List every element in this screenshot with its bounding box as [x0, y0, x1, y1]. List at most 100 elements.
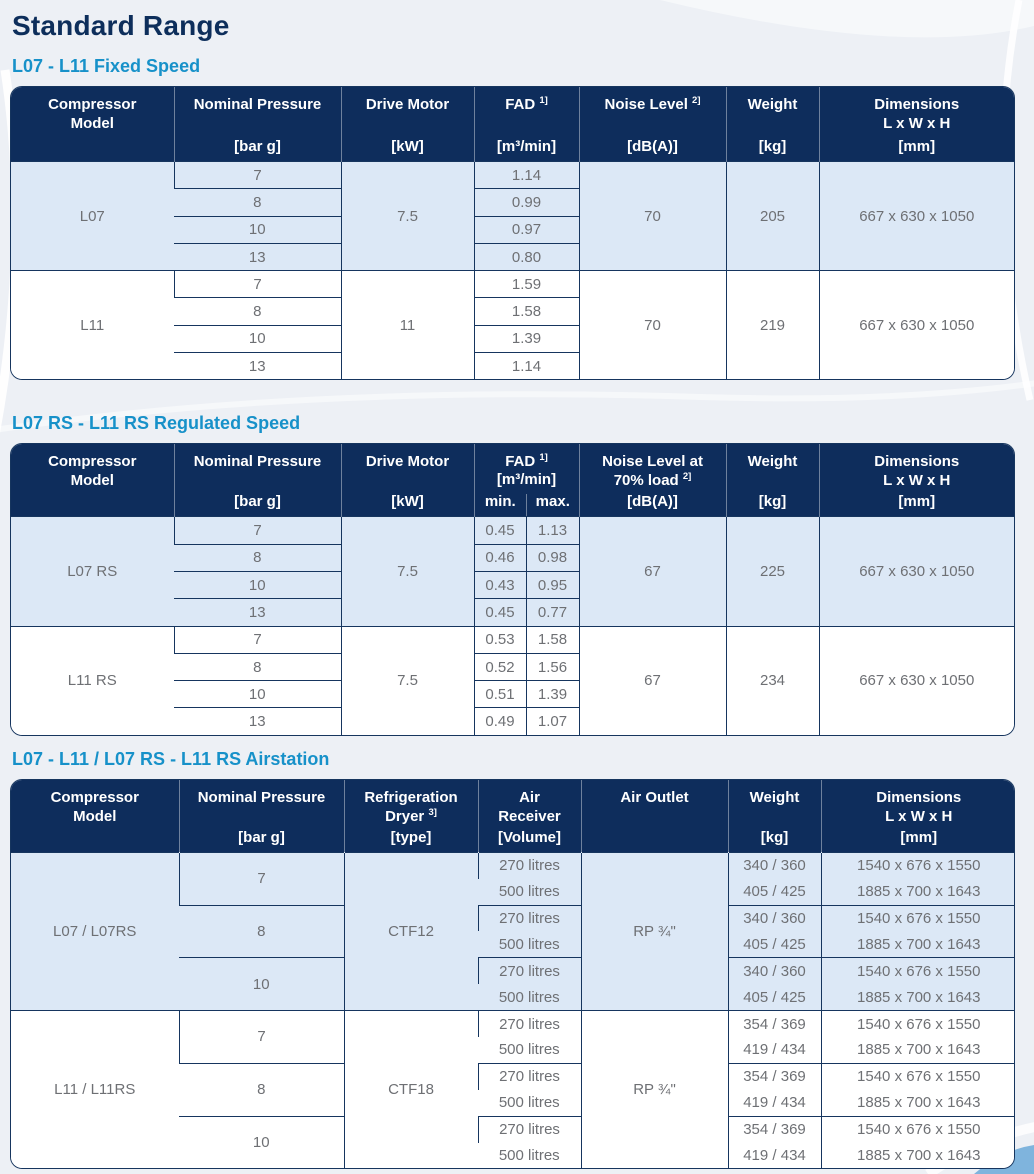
- pressure-cell: 10: [179, 957, 344, 1011]
- column-header-model: Compressor Model: [11, 444, 174, 517]
- fad-min-cell: 0.45: [473, 516, 526, 545]
- table-row: 13 0.80: [11, 242, 1014, 271]
- pressure-cell: 13: [174, 598, 341, 627]
- header-row: Compressor Model Nominal Pressure [bar g] Re…: [11, 779, 1014, 853]
- dimensions-cell: 1540 x 676 x 1550: [820, 851, 1014, 879]
- model-cell: L07 RS: [11, 516, 174, 627]
- pressure-cell: 8: [174, 297, 341, 326]
- dimensions-cell: 667 x 630 x 1050: [818, 625, 1014, 735]
- column-header-pressure: Nominal Pressure [bar g]: [173, 444, 341, 517]
- pressure-cell: 13: [174, 242, 341, 271]
- airstation-spec-table: Compressor Model Nominal Pressure [bar g] Re…: [11, 779, 1014, 1169]
- motor-cell: 7.5: [340, 516, 474, 627]
- fad-max-cell: 0.95: [525, 570, 580, 599]
- model-cell: L07: [11, 160, 174, 271]
- weight-cell: 354 / 369: [727, 1115, 821, 1143]
- receiver-cell: 500 litres: [478, 1142, 581, 1169]
- receiver-cell: 500 litres: [478, 878, 581, 906]
- dimensions-cell: 1540 x 676 x 1550: [820, 1062, 1014, 1090]
- weight-cell: 340 / 360: [727, 904, 821, 932]
- table-row: 500 litres 405 / 425 1885 x 700 x 1643: [11, 984, 1014, 1011]
- section-heading-airstation: L07 - L11 / L07 RS - L11 RS Airstation: [12, 748, 330, 769]
- receiver-cell: 500 litres: [478, 931, 581, 958]
- dimensions-cell: 1885 x 700 x 1643: [820, 878, 1014, 906]
- table-row: L11 RS 7 7.5 0.53 1.58 67 234 667 x 630 x 1050: [11, 625, 1014, 735]
- footnote-marker: 1]: [539, 452, 548, 464]
- pressure-cell: 7: [173, 160, 341, 189]
- column-header-unit: [bar g]: [238, 828, 285, 846]
- receiver-cell: 500 litres: [478, 1036, 581, 1064]
- pressure-cell: 7: [178, 851, 344, 906]
- table-row: L07 RS 7 7.5 0.45 1.13 67 225 667 x 630 x 1050: [11, 516, 1014, 627]
- regulated-speed-spec-table: Compressor Model Nominal Pressure [bar g] Dr…: [11, 444, 1014, 735]
- fad-max-cell: 1.58: [525, 625, 580, 654]
- pressure-cell: 8: [174, 188, 341, 217]
- dimensions-cell: 1885 x 700 x 1643: [820, 1089, 1014, 1117]
- column-header-unit: [kW]: [391, 493, 424, 511]
- column-header-motor: Drive Motor [kW]: [340, 444, 474, 517]
- model-cell: L11: [11, 270, 174, 380]
- section-heading-regulated-speed: L07 RS - L11 RS Regulated Speed: [12, 413, 301, 434]
- column-header-outlet: Air Outlet: [580, 779, 728, 853]
- column-header-noise: Noise Level 2] [dB(A)]: [578, 87, 726, 162]
- weight-cell: 419 / 434: [727, 1036, 821, 1064]
- noise-cell: 67: [578, 516, 727, 627]
- weight-cell: 340 / 360: [727, 957, 821, 985]
- noise-cell: 70: [578, 160, 726, 271]
- pressure-cell: 8: [174, 543, 341, 572]
- fad-min-cell: 0.46: [473, 543, 526, 572]
- weight-cell: 219: [725, 270, 819, 380]
- table-row: 8 270 litres 354 / 369 1540 x 676 x 1550: [11, 1062, 1014, 1117]
- noise-cell: 70: [578, 270, 726, 380]
- column-header-dryer: Refrigeration Dryer 3] [type]: [343, 779, 478, 853]
- column-header-weight: Weight [kg]: [727, 779, 821, 853]
- background-swoosh-top-right: [660, 0, 1034, 38]
- pressure-cell: 7: [173, 516, 341, 545]
- fad-cell: 1.14: [473, 352, 579, 380]
- model-cell: L11 RS: [11, 625, 174, 735]
- fad-max-cell: 1.13: [525, 516, 580, 545]
- outlet-cell: RP ¾": [580, 1010, 728, 1169]
- column-header-unit: [kg]: [758, 138, 787, 155]
- table-row: 8 0.52 1.56: [11, 652, 1014, 681]
- receiver-cell: 270 litres: [477, 904, 581, 932]
- table-row: 13 0.49 1.07: [11, 707, 1014, 735]
- pressure-cell: 10: [174, 570, 341, 599]
- table-row: 10 0.43 0.95: [11, 570, 1014, 599]
- column-header-unit: [11, 846, 179, 852]
- model-cell: L11 / L11RS: [11, 1010, 179, 1169]
- fad-max-cell: 0.98: [525, 543, 580, 572]
- pressure-cell: 8: [174, 652, 341, 681]
- column-header-dimensions: Dimensions L x W x H [mm]: [818, 444, 1014, 517]
- fad-min-cell: 0.49: [473, 707, 526, 735]
- dimensions-cell: 1540 x 676 x 1550: [820, 1115, 1014, 1143]
- fad-cell: 1.59: [473, 270, 579, 298]
- table-row: L11 / L11RS 7 CTF18 270 litres RP ¾" 354 / 36…: [11, 1010, 1014, 1169]
- column-header-unit: [kg]: [760, 828, 789, 846]
- table-row: 8 0.46 0.98: [11, 543, 1014, 572]
- column-header-weight: Weight [kg]: [725, 444, 820, 517]
- column-header-receiver: Air Receiver [Volume]: [477, 779, 581, 853]
- column-header-unit: [mm]: [898, 493, 936, 511]
- fad-min-cell: 0.45: [473, 598, 526, 627]
- dryer-cell: CTF18: [343, 1010, 478, 1169]
- fad-max-cell: 1.07: [525, 707, 580, 735]
- fad-max-cell: 0.77: [525, 598, 580, 627]
- fad-min-cell: 0.52: [473, 652, 526, 681]
- fixed-speed-spec-table: Compressor Model Nominal Pressure [bar g] Dr…: [11, 87, 1014, 380]
- pressure-cell: 10: [179, 1115, 344, 1169]
- header-row: Compressor Model Nominal Pressure [bar g] Dr…: [11, 87, 1014, 162]
- pressure-cell: 7: [173, 270, 341, 298]
- dimensions-cell: 1885 x 700 x 1643: [820, 1036, 1014, 1064]
- column-header-unit: [bar g]: [234, 138, 281, 155]
- header-row: Compressor Model Nominal Pressure [bar g] Dr…: [11, 444, 1014, 517]
- section-heading-fixed-speed: L07 - L11 Fixed Speed: [12, 56, 201, 76]
- table-airstation: Compressor Model Nominal Pressure [bar g] Re…: [10, 778, 1015, 1170]
- background-swoosh-middle: [0, 380, 1034, 433]
- weight-cell: 354 / 369: [727, 1062, 821, 1090]
- pressure-cell: 10: [174, 215, 341, 244]
- table-row: 10 0.97: [11, 215, 1014, 244]
- table-row: 500 litres 419 / 434 1885 x 700 x 1643: [11, 1142, 1014, 1169]
- column-header-weight: Weight [kg]: [725, 87, 819, 162]
- fad-cell: 0.97: [473, 215, 579, 244]
